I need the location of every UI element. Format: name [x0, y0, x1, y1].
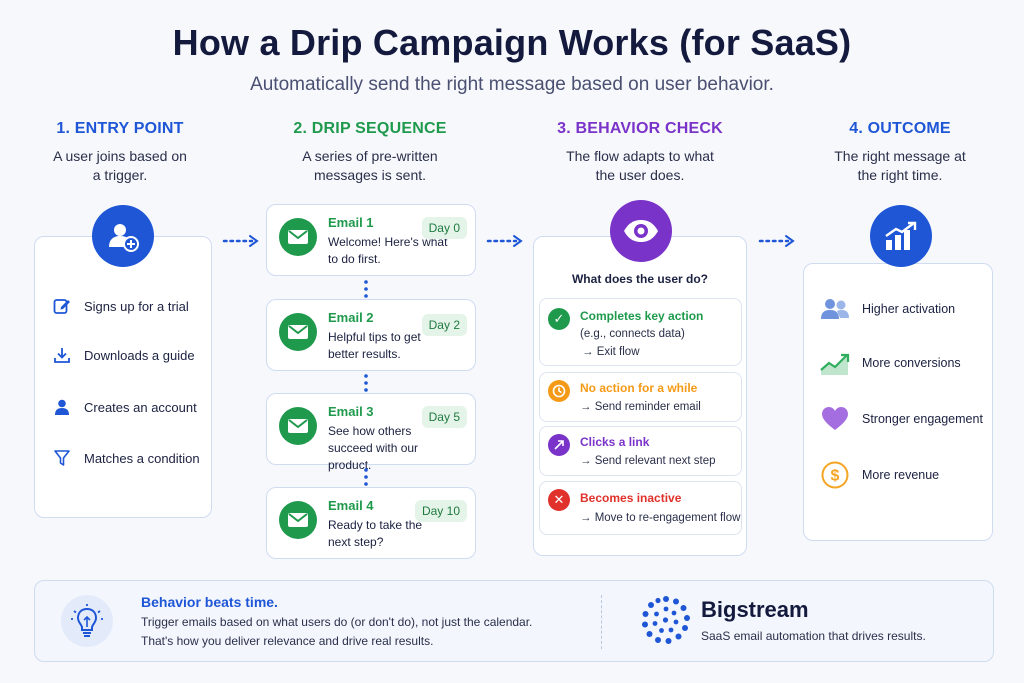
page-subtitle: Automatically send the right message bas… — [250, 74, 774, 95]
email-card-1: Email 1 Welcome! Here's what to do first… — [266, 204, 476, 276]
outcome-item-engagement: Stronger engagement — [820, 404, 983, 434]
arrow-right-icon — [758, 235, 795, 247]
email-card-4: Email 4 Ready to take the next step? Day… — [266, 487, 476, 559]
heart-icon — [820, 404, 850, 434]
option-action: → Send relevant next step — [580, 455, 716, 467]
outcome-item-revenue: $ More revenue — [820, 460, 939, 490]
arrow-right-icon — [486, 235, 523, 247]
growth-icon — [820, 348, 850, 378]
lightbulb-icon — [61, 595, 113, 647]
option-action: → Send reminder email — [580, 401, 701, 413]
entry-item-guide: Downloads a guide — [52, 345, 195, 365]
email-day-badge: Day 2 — [421, 314, 467, 336]
close-icon: ✕ — [548, 489, 570, 511]
email-card-3: Email 3 See how others succeed with our … — [266, 393, 476, 472]
connector-dots — [364, 468, 368, 486]
email-body: Helpful tips to get better results. — [328, 330, 421, 361]
email-body: See how others succeed with our product. — [328, 424, 419, 472]
edit-icon — [52, 296, 72, 316]
behavior-option-key-action: ✓ Completes key action (e.g., connects d… — [539, 298, 742, 366]
entry-item-label: Matches a condition — [84, 450, 200, 466]
option-note: (e.g., connects data) — [580, 328, 685, 340]
outcome-card — [803, 263, 993, 541]
person-icon — [52, 397, 72, 417]
outcome-item-label: More conversions — [862, 356, 961, 370]
email-title: Email 4 — [328, 498, 374, 513]
option-title: Clicks a link — [580, 435, 650, 449]
clock-icon — [548, 380, 570, 402]
brand-name: Bigstream — [701, 597, 809, 622]
entry-item-label: Downloads a guide — [84, 347, 195, 363]
outcome-item-activation: Higher activation — [820, 294, 955, 324]
brand-tagline: SaaS email automation that drives result… — [701, 629, 926, 643]
link-icon — [548, 434, 570, 456]
option-action: → Move to re-engagement flow — [580, 512, 741, 524]
email-title: Email 3 — [328, 404, 374, 419]
entry-item-condition: Matches a condition — [52, 448, 200, 468]
outcome-description: The right message at the right time. — [834, 148, 966, 183]
entry-description: A user joins based on a trigger. — [53, 148, 187, 183]
behavior-question: What does the user do? — [571, 272, 708, 286]
add-user-icon — [92, 205, 154, 267]
outcome-item-label: More revenue — [862, 468, 940, 482]
footer-text-line-2: That's how you deliver relevance and dri… — [141, 634, 434, 648]
behavior-option-clicks-link: Clicks a link → Send relevant next step — [539, 426, 742, 476]
footer-divider — [601, 595, 602, 649]
outcome-item-conversions: More conversions — [820, 348, 961, 378]
entry-card — [34, 236, 212, 518]
bigstream-logo-icon — [642, 596, 690, 644]
page-title: How a Drip Campaign Works (for SaaS) — [172, 22, 852, 63]
entry-item-label: Creates an account — [84, 399, 197, 415]
email-body: Ready to take the next step? — [328, 518, 423, 549]
email-envelope-icon — [279, 218, 317, 256]
download-icon — [52, 345, 72, 365]
sequence-heading: 2. DRIP SEQUENCE — [293, 120, 447, 137]
email-day-badge: Day 0 — [421, 217, 467, 239]
entry-item-label: Signs up for a trial — [84, 298, 189, 314]
eye-icon — [610, 200, 672, 262]
footer-text-line-1: Trigger emails based on what users do (o… — [141, 615, 533, 629]
outcome-heading: 4. OUTCOME — [849, 120, 951, 137]
email-envelope-icon — [279, 501, 317, 539]
footer-banner: Behavior beats time. Trigger emails base… — [34, 580, 994, 662]
email-title: Email 2 — [328, 310, 374, 325]
behavior-description: The flow adapts to what the user does. — [566, 148, 714, 183]
sequence-description: A series of pre-written messages is sent… — [302, 148, 438, 183]
behavior-option-inactive: ✕ Becomes inactive → Move to re-engageme… — [539, 481, 742, 535]
email-envelope-icon — [279, 313, 317, 351]
behavior-option-no-action: No action for a while → Send reminder em… — [539, 372, 742, 422]
outcome-item-label: Stronger engagement — [862, 412, 983, 426]
arrow-right-icon — [222, 235, 259, 247]
footer-headline: Behavior beats time. — [141, 594, 278, 610]
entry-item-account: Creates an account — [52, 397, 197, 417]
entry-heading: 1. ENTRY POINT — [56, 120, 184, 137]
filter-icon — [52, 448, 72, 468]
bar-chart-growth-icon — [870, 205, 932, 267]
connector-dots — [364, 280, 368, 298]
option-title: Completes key action — [580, 309, 704, 323]
option-action: → Exit flow — [582, 346, 640, 358]
dollar-icon: $ — [820, 460, 850, 490]
svg-text:$: $ — [831, 468, 840, 485]
option-title: Becomes inactive — [580, 491, 682, 505]
check-icon: ✓ — [548, 308, 570, 330]
email-card-2: Email 2 Helpful tips to get better resul… — [266, 299, 476, 371]
email-body: Welcome! Here's what to do first. — [328, 235, 448, 266]
email-day-badge: Day 5 — [421, 406, 467, 428]
email-day-badge: Day 10 — [414, 500, 467, 522]
users-icon — [820, 294, 850, 324]
behavior-heading: 3. BEHAVIOR CHECK — [557, 120, 723, 137]
connector-dots — [364, 374, 368, 392]
email-title: Email 1 — [328, 215, 374, 230]
email-envelope-icon — [279, 407, 317, 445]
option-title: No action for a while — [580, 381, 698, 395]
outcome-item-label: Higher activation — [862, 302, 956, 316]
entry-item-trial: Signs up for a trial — [52, 296, 189, 316]
